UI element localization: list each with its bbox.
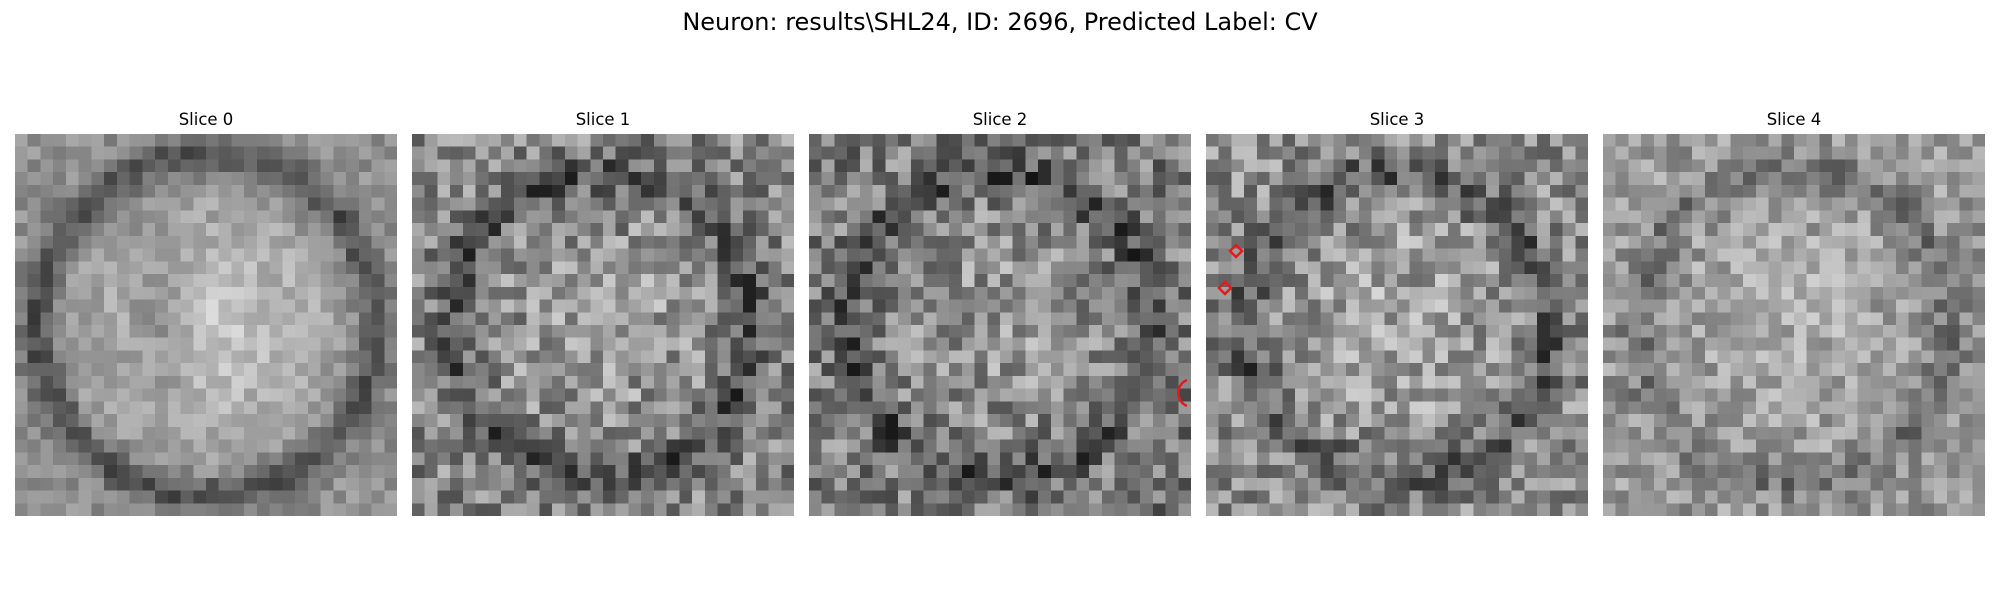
slice-image xyxy=(809,134,1191,516)
slice-panel-3: Slice 3 xyxy=(1206,108,1588,518)
slice-panel-2: Slice 2 xyxy=(809,108,1191,518)
slice-image xyxy=(412,134,794,516)
slice-image xyxy=(1603,134,1985,516)
slice-title: Slice 2 xyxy=(972,110,1028,129)
slice-image xyxy=(15,134,397,516)
figure-title: Neuron: results\SHL24, ID: 2696, Predict… xyxy=(682,8,1318,36)
slice-title: Slice 4 xyxy=(1766,110,1822,129)
slice-panel-1: Slice 1 xyxy=(412,108,794,518)
slice-title: Slice 0 xyxy=(178,110,234,129)
slice-title: Slice 1 xyxy=(575,110,631,129)
slice-panel-0: Slice 0 xyxy=(15,108,397,518)
slice-panel-4: Slice 4 xyxy=(1603,108,1985,518)
slice-title: Slice 3 xyxy=(1369,110,1425,129)
slice-image xyxy=(1206,134,1588,516)
